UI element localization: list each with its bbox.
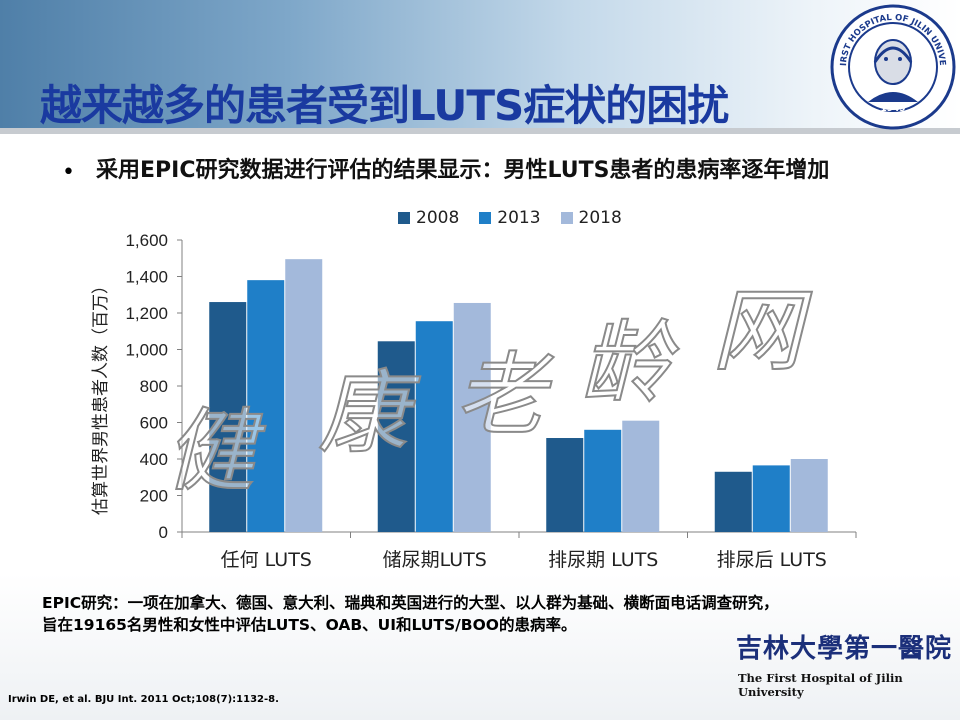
y-tick-label: 800 bbox=[140, 377, 168, 396]
bullet-marker: • bbox=[62, 160, 75, 185]
x-tick-label: 排尿期 LUTS bbox=[548, 549, 658, 571]
y-tick-label: 400 bbox=[140, 450, 168, 469]
bar-2013 bbox=[584, 429, 622, 532]
hospital-name-chinese: 吉林大學第一醫院 bbox=[736, 634, 953, 664]
y-tick-label: 1,600 bbox=[125, 231, 168, 250]
x-tick-label: 储尿期LUTS bbox=[383, 549, 487, 571]
y-tick-label: 200 bbox=[140, 487, 168, 506]
bar-2008 bbox=[377, 341, 415, 532]
bar-2008 bbox=[714, 471, 752, 532]
legend-item-2008: 2008 bbox=[398, 208, 459, 228]
legend-swatch bbox=[398, 212, 410, 224]
citation: Irwin DE, et al. BJU Int. 2011 Oct;108(7… bbox=[8, 694, 279, 705]
y-tick-label: 1,000 bbox=[125, 341, 168, 360]
bar-2013 bbox=[415, 321, 453, 532]
x-tick-label: 排尿后 LUTS bbox=[717, 549, 827, 571]
y-tick-label: 0 bbox=[159, 523, 168, 542]
study-note-line: EPIC研究：一项在加拿大、德国、意大利、瑞典和英国进行的大型、以人群为基础、横… bbox=[42, 594, 779, 612]
bullet-text: 采用EPIC研究数据进行评估的结果显示：男性LUTS患者的患病率逐年增加 bbox=[96, 158, 830, 183]
study-note: EPIC研究：一项在加拿大、德国、意大利、瑞典和英国进行的大型、以人群为基础、横… bbox=[42, 592, 942, 636]
bar-2008 bbox=[209, 302, 247, 532]
y-axis-label: 估算世界男性患者人数（百万） bbox=[91, 277, 111, 515]
legend-label: 2013 bbox=[497, 208, 541, 228]
legend-item-2013: 2013 bbox=[479, 208, 541, 228]
legend-item-2018: 2018 bbox=[560, 208, 622, 228]
bar-2018 bbox=[622, 420, 660, 532]
legend-swatch bbox=[479, 212, 492, 224]
y-tick-label: 1,400 bbox=[125, 268, 168, 287]
y-tick-label: 1,200 bbox=[125, 304, 168, 323]
slide-title: 越来越多的患者受到LUTS症状的困扰 bbox=[40, 81, 729, 130]
bar-2013 bbox=[752, 465, 790, 532]
legend-label: 2008 bbox=[416, 208, 460, 228]
y-tick-label: 600 bbox=[140, 414, 168, 433]
bar-2018 bbox=[790, 459, 828, 532]
bar-2013 bbox=[247, 280, 285, 532]
seal-year: 1949 bbox=[880, 104, 905, 114]
x-tick-label: 任何 LUTS bbox=[221, 549, 312, 571]
study-note-line: 旨在19165名男性和女性中评估LUTS、OAB、UI和LUTS/BOO的患病率… bbox=[42, 616, 577, 634]
bar-2008 bbox=[546, 438, 584, 532]
legend-label: 2018 bbox=[578, 208, 622, 228]
hospital-seal-logo: THE FIRST HOSPITAL OF JILIN UNIVERSITY 1… bbox=[830, 4, 956, 130]
header-divider bbox=[0, 128, 960, 134]
legend-swatch bbox=[560, 212, 573, 224]
header-band bbox=[0, 0, 960, 132]
bar-2018 bbox=[285, 259, 323, 532]
chart-legend: 2008 2013 2018 bbox=[398, 208, 622, 228]
bar-2018 bbox=[453, 302, 491, 532]
hospital-name-english: The First Hospital of Jilin University bbox=[738, 671, 903, 699]
